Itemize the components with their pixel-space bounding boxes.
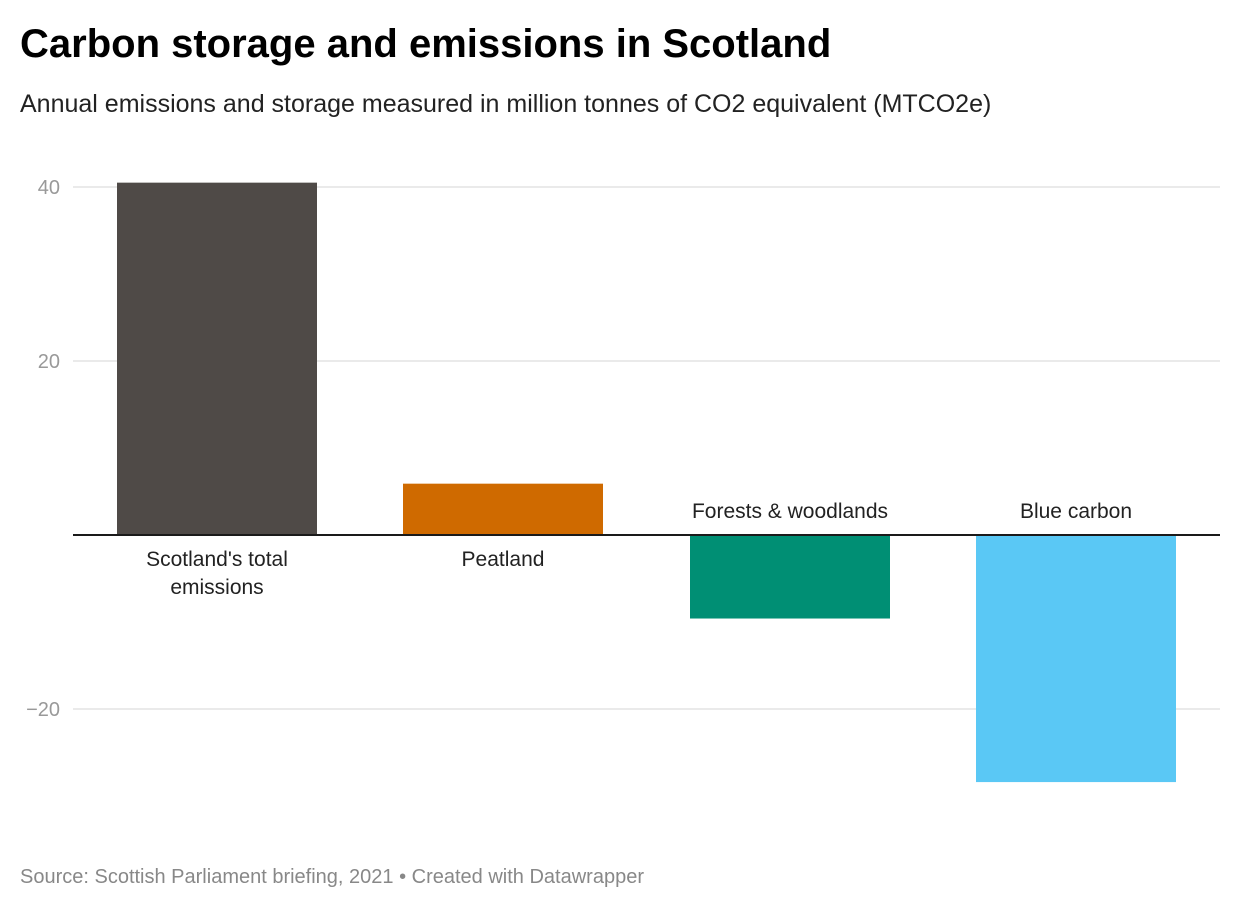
bar-2 [690, 535, 890, 619]
category-label: Blue carbon [1020, 500, 1132, 523]
category-label: emissions [170, 576, 263, 599]
y-tick-label: 40 [38, 177, 60, 199]
chart-subtitle: Annual emissions and storage measured in… [20, 90, 992, 118]
bar-1 [403, 483, 603, 535]
bar-3 [976, 535, 1176, 783]
source-note: Source: Scottish Parliament briefing, 20… [20, 866, 644, 888]
category-label: Scotland's total [146, 548, 288, 571]
bar-0 [117, 182, 317, 535]
chart-title: Carbon storage and emissions in Scotland [20, 22, 832, 66]
y-tick-label: 20 [38, 351, 60, 373]
category-label: Forests & woodlands [692, 500, 888, 523]
bar-chart: 40 20 −20 Scotland's total emissions Peatland… [26, 177, 1220, 783]
category-label: Peatland [462, 548, 545, 571]
y-tick-label: −20 [26, 699, 60, 721]
